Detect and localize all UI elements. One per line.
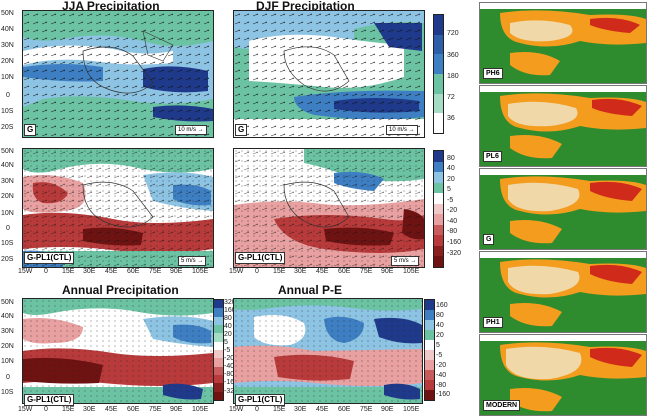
vegetation-label-ph6: PH6 xyxy=(483,68,503,79)
annual-pe-cbar-tick: 40 xyxy=(436,322,444,329)
jja-mid-vector-key: 5 m/s → xyxy=(178,256,207,266)
annual-pe-map xyxy=(233,298,423,404)
vegetation-map-g xyxy=(479,168,647,250)
annual-pe-title: Annual P-E xyxy=(278,283,343,297)
annual-cbar-tick: -40 xyxy=(224,363,235,370)
top-cbar-tick: 180 xyxy=(447,73,459,80)
annual-cbar-tick: -160 xyxy=(224,379,239,386)
mid-cbar-tick: -40 xyxy=(447,218,458,225)
annual-cbar-tick: -5 xyxy=(224,347,231,354)
mid-cbar-tick: -80 xyxy=(447,228,458,235)
annual-pe-cbar-tick: -40 xyxy=(436,372,447,379)
vegetation-map-ph6 xyxy=(479,2,647,84)
mid-cbar-tick: 20 xyxy=(447,176,455,183)
annual-precip-map xyxy=(22,298,214,404)
annual-cbar-tick: 160 xyxy=(224,307,236,314)
annual-cbar-tick: -80 xyxy=(224,371,235,378)
annual-pe-colorbar xyxy=(424,299,435,401)
annual-pe-cbar-tick: -160 xyxy=(436,391,451,398)
jja-title: JJA Precipitation xyxy=(62,0,160,13)
annual-cbar-tick: 320 xyxy=(224,299,236,306)
vegetation-map-pl6 xyxy=(479,85,647,167)
djf-precip-map xyxy=(233,10,425,138)
annual-cbar-tick: 5 xyxy=(224,339,228,346)
annual-cbar-tick: 40 xyxy=(224,323,232,330)
jja-top-vector-key: 10 m/s → xyxy=(175,125,207,135)
annual-pe-cbar-tick: -20 xyxy=(436,362,447,369)
annual-pe-cbar-tick: -80 xyxy=(436,382,447,389)
annual-cbar-tick: -320 xyxy=(224,388,239,395)
annual-pe-cbar-tick: 80 xyxy=(436,312,444,319)
annual-cbar-tick: 20 xyxy=(224,331,232,338)
vegetation-label-pl6: PL6 xyxy=(483,151,502,162)
djf-top-panel-label: G xyxy=(235,124,248,136)
djf-diff-map xyxy=(233,148,425,268)
jja-precip-map xyxy=(22,10,214,138)
mid-cbar-tick: 40 xyxy=(447,165,455,172)
jja-mid-panel-label: G-PL1(CTL) xyxy=(24,252,75,264)
top-colorbar xyxy=(433,14,444,134)
djf-mid-vector-key: 5 m/s → xyxy=(391,256,420,266)
annual-cbar-tick: 80 xyxy=(224,315,232,322)
djf-top-vector-key: 10 m/s → xyxy=(386,125,418,135)
vegetation-map-ph1 xyxy=(479,251,647,333)
mid-cbar-tick: 80 xyxy=(447,155,455,162)
mid-colorbar xyxy=(433,150,444,268)
annual-pe-cbar-tick: 20 xyxy=(436,332,444,339)
annual-pe-cbar-tick: 5 xyxy=(436,342,440,349)
top-cbar-tick: 72 xyxy=(447,94,455,101)
mid-cbar-tick: -320 xyxy=(447,250,462,257)
annual-pe-cbar-tick: -5 xyxy=(436,352,443,359)
jja-top-panel-label: G xyxy=(24,124,37,136)
jja-diff-map xyxy=(22,148,214,268)
vegetation-label-ph1: PH1 xyxy=(483,317,503,328)
djf-mid-panel-label: G-PL1(CTL) xyxy=(235,252,286,264)
top-cbar-tick: 36 xyxy=(447,115,455,122)
mid-cbar-tick: -20 xyxy=(447,207,458,214)
annual-title: Annual Precipitation xyxy=(62,283,179,297)
vegetation-label-modern: MODERN xyxy=(483,400,521,411)
annual-panel-label: G-PL1(CTL) xyxy=(24,394,75,406)
vegetation-label-g: G xyxy=(483,234,495,245)
annual-colorbar xyxy=(213,299,224,401)
djf-title: DJF Precipitation xyxy=(256,0,355,13)
annual-cbar-tick: -20 xyxy=(224,355,235,362)
top-cbar-tick: 360 xyxy=(447,52,459,59)
annual-pe-cbar-tick: 160 xyxy=(436,302,448,309)
annual-pe-panel-label: G-PL1(CTL) xyxy=(235,394,286,406)
top-cbar-tick: 720 xyxy=(447,30,459,37)
mid-cbar-tick: -160 xyxy=(447,239,462,246)
mid-cbar-tick: -5 xyxy=(447,197,454,204)
mid-cbar-tick: 5 xyxy=(447,186,451,193)
